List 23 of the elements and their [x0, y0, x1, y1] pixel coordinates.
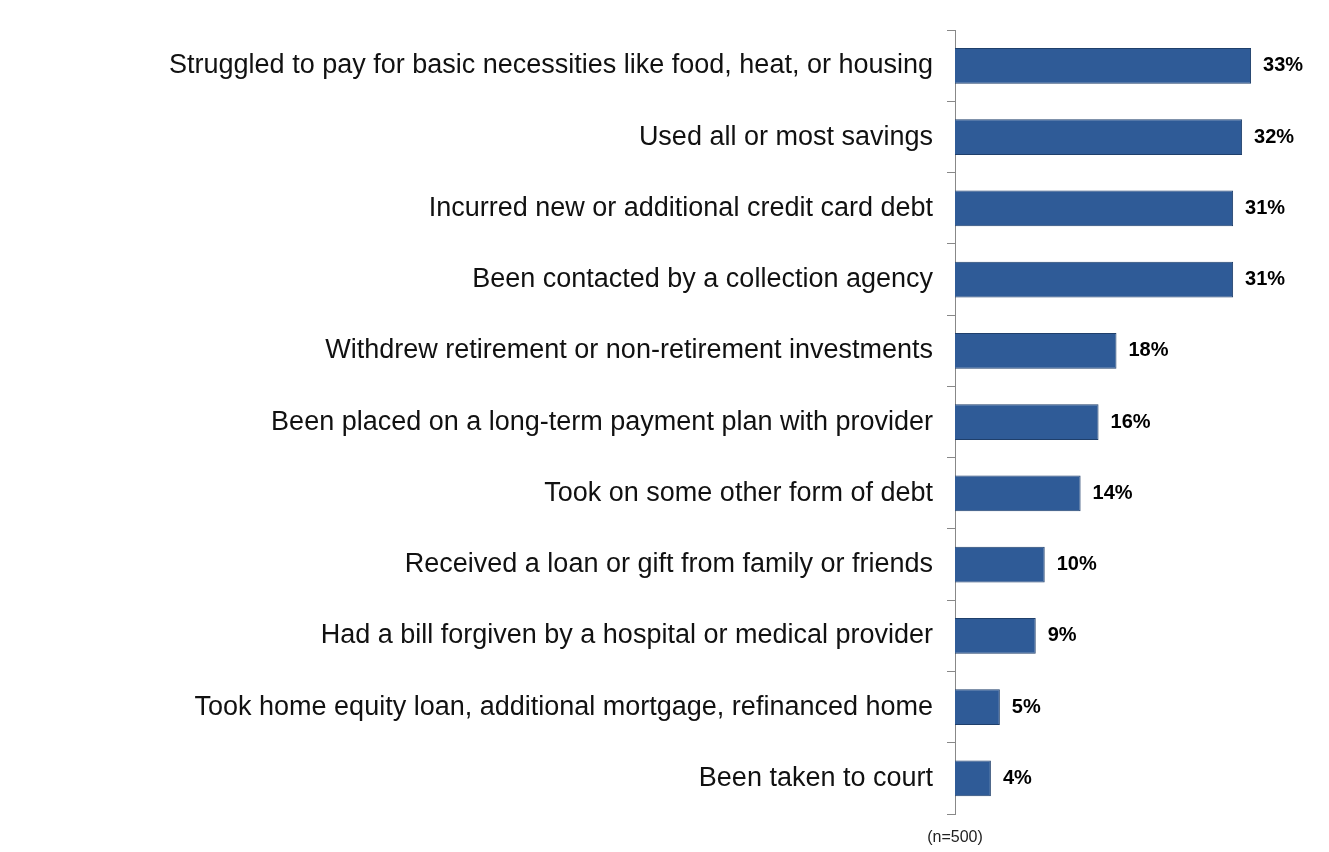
data-label: 4%	[1002, 765, 1033, 788]
data-label: 33%	[1263, 53, 1304, 76]
y-tick-label: Been contacted by a collection agency	[472, 263, 934, 294]
data-label: 5%	[1011, 694, 1041, 717]
y-tick-label: Withdrew retirement or non-retirement investments	[325, 334, 933, 365]
data-label: 14%	[1092, 480, 1133, 503]
data-label: 18%	[1128, 338, 1169, 361]
data-label: 31%	[1245, 195, 1286, 218]
data-label: 16%	[1110, 409, 1151, 432]
y-tick-label: Took home equity loan, additional mortgage, refinanced home	[194, 690, 933, 721]
data-label: 31%	[1245, 267, 1286, 290]
data-label: 9%	[1047, 623, 1077, 646]
y-tick-label: Been taken to court	[698, 761, 934, 792]
y-tick-label: Had a bill forgiven by a hospital or medical provider	[320, 619, 934, 650]
y-tick-label: Incurred new or additional credit card debt	[428, 191, 934, 222]
y-tick-label: Been placed on a long-term payment plan with provider	[271, 405, 933, 436]
y-tick-label: Struggled to pay for basic necessities like food, heat, or housing	[169, 49, 933, 80]
y-tick-label: Took on some other form of debt	[544, 476, 934, 507]
text: (n=500)	[927, 828, 983, 846]
data-label: 32%	[1254, 124, 1295, 147]
y-tick-label: Received a loan or gift from family or friends	[404, 548, 933, 579]
data-label: 10%	[1056, 552, 1097, 575]
y-tick-label: Used all or most savings	[638, 120, 933, 151]
